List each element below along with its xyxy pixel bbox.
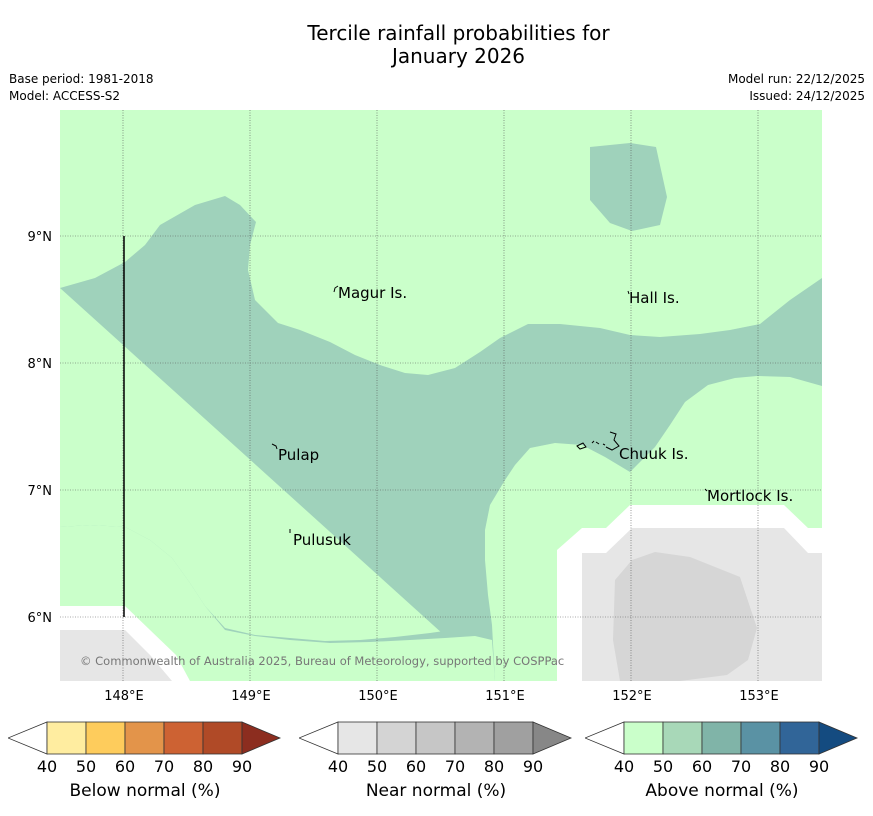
place-label-pulusuk: Pulusuk [293,531,351,549]
colorbar-above-max-arrow [818,721,859,755]
colorbar-below-tick-50: 50 [76,757,96,776]
colorbar-above-normal: 40 50 60 70 80 90 [585,720,859,780]
colorbar-below-tick-80: 80 [193,757,213,776]
colorbar-below-normal: 40 50 60 70 80 90 [8,720,282,780]
colorbar-near-swatch-0 [337,721,378,755]
colorbar-near-max-arrow [532,721,573,755]
gridlines [60,110,822,681]
place-label-chuuk: Chuuk Is. [619,445,688,463]
lon-tick-150: 150°E [358,689,398,700]
colorbar-near-tick-70: 70 [445,757,465,776]
colorbar-above-swatch-4 [779,721,820,755]
colorbar-below-swatch-2 [124,721,165,755]
colorbar-above-swatch-2 [701,721,742,755]
colorbar-near-tick-80: 80 [484,757,504,776]
colorbar-near-label: Near normal (%) [365,781,507,801]
colorbar-near-swatch-3 [454,721,495,755]
near-normal-40-region-left [60,630,172,681]
lat-tick-7: 7°N [28,484,53,499]
issued-date: Issued: 24/12/2025 [749,89,865,103]
colorbar-below-tick-90: 90 [232,757,252,776]
colorbar-near-min-arrow [299,721,339,755]
model-run: Model run: 22/12/2025 [727,72,865,86]
colorbar-below-svg: 40 50 60 70 80 90 [8,721,282,776]
colorbar-above-tick-90: 90 [809,757,829,776]
lat-tick-6: 6°N [28,611,53,626]
map-title: Tercile rainfall probabilities for Janua… [0,22,873,68]
colorbar-below-min-arrow [8,721,48,755]
colorbar-near-tick-90: 90 [523,757,543,776]
above-normal-40-lobe [60,525,495,681]
lat-tick-8: 8°N [28,357,53,372]
colorbar-above-swatch-0 [623,721,664,755]
lon-tick-152: 152°E [612,689,652,700]
place-label-hall: Hall Is. [629,289,680,307]
colorbar-below-swatch-4 [202,721,243,755]
colorbar-near-swatch-4 [493,721,534,755]
copyright-text: © Commonwealth of Australia 2025, Bureau… [80,654,564,668]
place-label-pulap: Pulap [278,446,319,464]
base-period: Base period: 1981-2018 [9,72,154,86]
above-normal-50-blob [590,143,667,231]
colorbar-above-swatch-3 [740,721,781,755]
meta-left: Base period: 1981-2018 Model: ACCESS-S2 [9,71,154,105]
colorbar-below-swatch-1 [85,721,126,755]
colorbar-near-swatch-1 [376,721,417,755]
colorbar-above-tick-50: 50 [653,757,673,776]
probability-field [60,110,822,681]
colorbar-below-swatch-3 [163,721,204,755]
model-name: Model: ACCESS-S2 [9,89,121,103]
colorbar-above-tick-60: 60 [692,757,712,776]
colorbar-above-label: Above normal (%) [645,781,799,801]
colorbar-near-tick-60: 60 [406,757,426,776]
colorbar-near-normal: 40 50 60 70 80 90 [299,720,573,780]
place-label-mortlock: Mortlock Is. [707,487,793,505]
colorbar-below-label: Below normal (%) [69,781,221,801]
meta-right: Model run: 22/12/2025 Issued: 24/12/2025 [728,71,865,105]
colorbar-above-tick-80: 80 [770,757,790,776]
lon-tick-151: 151°E [485,689,525,700]
island-outlines [271,285,708,533]
near-normal-50-region [613,552,757,681]
lon-tick-148: 148°E [104,689,144,700]
colorbar-below-tick-40: 40 [37,757,57,776]
colorbar-above-swatch-1 [662,721,703,755]
colorbar-near-svg: 40 50 60 70 80 90 [299,721,573,776]
colorbar-near-swatch-2 [415,721,456,755]
lon-tick-149: 149°E [231,689,271,700]
lon-tick-153: 153°E [739,689,779,700]
colorbar-above-tick-40: 40 [614,757,634,776]
lat-tick-9: 9°N [28,230,53,245]
colorbar-above-svg: 40 50 60 70 80 90 [585,721,859,776]
colorbar-below-tick-70: 70 [154,757,174,776]
title-line-2: January 2026 [391,44,526,68]
title-line-1: Tercile rainfall probabilities for [307,21,610,45]
colorbar-below-max-arrow [241,721,282,755]
map-canvas: Magur Is. Hall Is. Pulap Chuuk Is. Mortl… [28,110,822,700]
colorbar-near-tick-40: 40 [328,757,348,776]
colorbar-below-tick-60: 60 [115,757,135,776]
above-normal-50-region [60,196,822,681]
place-label-magur: Magur Is. [338,284,407,302]
colorbar-near-tick-50: 50 [367,757,387,776]
colorbar-above-tick-70: 70 [731,757,751,776]
colorbar-above-min-arrow [585,721,625,755]
colorbar-below-swatch-0 [46,721,87,755]
